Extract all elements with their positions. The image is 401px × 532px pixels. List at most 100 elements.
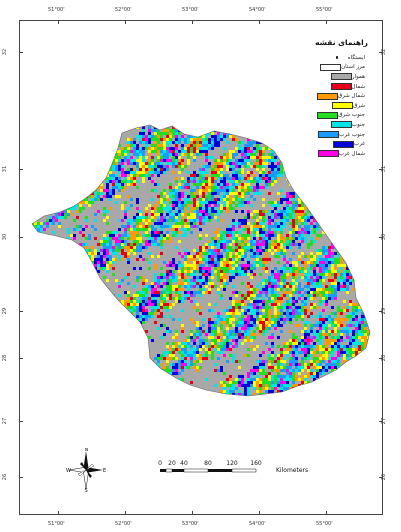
aspect-cell	[82, 264, 85, 267]
aspect-cell	[343, 201, 346, 204]
aspect-cell	[148, 138, 151, 141]
aspect-cell	[208, 204, 211, 207]
aspect-cell	[187, 264, 190, 267]
aspect-cell	[223, 273, 226, 276]
aspect-cell	[85, 327, 88, 330]
aspect-cell	[313, 189, 316, 192]
aspect-cell	[142, 333, 145, 336]
aspect-cell	[46, 261, 49, 264]
aspect-cell	[277, 288, 280, 291]
aspect-cell	[223, 174, 226, 177]
aspect-cell	[238, 318, 241, 321]
aspect-cell	[295, 201, 298, 204]
aspect-cell	[280, 225, 283, 228]
aspect-cell	[49, 198, 52, 201]
aspect-cell	[322, 204, 325, 207]
aspect-cell	[34, 135, 37, 138]
aspect-cell	[271, 252, 274, 255]
aspect-cell	[73, 264, 76, 267]
aspect-cell	[364, 189, 367, 192]
aspect-cell	[361, 288, 364, 291]
aspect-cell	[217, 138, 220, 141]
aspect-cell	[277, 198, 280, 201]
aspect-cell	[328, 297, 331, 300]
aspect-cell	[76, 138, 79, 141]
aspect-cell	[175, 147, 178, 150]
aspect-cell	[280, 288, 283, 291]
aspect-cell	[73, 255, 76, 258]
aspect-cell	[32, 231, 34, 234]
aspect-cell	[316, 222, 319, 225]
aspect-cell	[148, 237, 151, 240]
aspect-cell	[244, 309, 247, 312]
aspect-cell	[139, 237, 142, 240]
aspect-cell	[328, 333, 331, 336]
aspect-cell	[166, 213, 169, 216]
aspect-cell	[316, 306, 319, 309]
aspect-cell	[82, 183, 85, 186]
aspect-cell	[220, 234, 223, 237]
aspect-cell	[145, 300, 148, 303]
aspect-cell	[85, 129, 88, 132]
aspect-cell	[253, 192, 256, 195]
aspect-cell	[49, 252, 52, 255]
aspect-cell	[124, 255, 127, 258]
aspect-cell	[40, 225, 43, 228]
aspect-cell	[241, 333, 244, 336]
aspect-cell	[232, 135, 235, 138]
aspect-cell	[211, 135, 214, 138]
aspect-cell	[304, 285, 307, 288]
aspect-cell	[247, 273, 250, 276]
aspect-cell	[211, 207, 214, 210]
aspect-cell	[244, 321, 247, 324]
aspect-cell	[211, 321, 214, 324]
aspect-cell	[217, 144, 220, 147]
aspect-cell	[346, 171, 349, 174]
aspect-cell	[193, 225, 196, 228]
aspect-cell	[46, 264, 49, 267]
aspect-cell	[91, 270, 94, 273]
aspect-cell	[91, 132, 94, 135]
aspect-cell	[313, 273, 316, 276]
aspect-cell	[289, 210, 292, 213]
aspect-cell	[373, 300, 376, 303]
aspect-cell	[154, 312, 157, 315]
aspect-cell	[196, 333, 199, 336]
aspect-cell	[58, 285, 61, 288]
aspect-cell	[28, 252, 31, 255]
aspect-cell	[241, 300, 244, 303]
aspect-cell	[325, 201, 328, 204]
aspect-cell	[196, 120, 199, 123]
aspect-cell	[32, 240, 34, 243]
aspect-cell	[241, 195, 244, 198]
aspect-cell	[109, 264, 112, 267]
aspect-cell	[196, 153, 199, 156]
aspect-cell	[331, 285, 334, 288]
aspect-cell	[49, 204, 52, 207]
aspect-cell	[223, 180, 226, 183]
aspect-cell	[199, 120, 202, 123]
aspect-cell	[160, 315, 163, 318]
aspect-cell	[322, 276, 325, 279]
aspect-cell	[304, 219, 307, 222]
aspect-cell	[250, 180, 253, 183]
aspect-cell	[232, 129, 235, 132]
aspect-cell	[181, 138, 184, 141]
aspect-cell	[370, 228, 373, 231]
aspect-cell	[319, 291, 322, 294]
aspect-cell	[67, 135, 70, 138]
aspect-cell	[229, 186, 232, 189]
aspect-cell	[25, 207, 28, 210]
aspect-cell	[49, 207, 52, 210]
aspect-cell	[256, 300, 259, 303]
aspect-cell	[289, 258, 292, 261]
aspect-cell	[298, 258, 301, 261]
aspect-cell	[58, 225, 61, 228]
aspect-cell	[118, 315, 121, 318]
aspect-cell	[262, 234, 265, 237]
aspect-cell	[334, 312, 337, 315]
aspect-cell	[181, 210, 184, 213]
aspect-cell	[46, 282, 49, 285]
aspect-cell	[274, 294, 277, 297]
aspect-cell	[232, 303, 235, 306]
